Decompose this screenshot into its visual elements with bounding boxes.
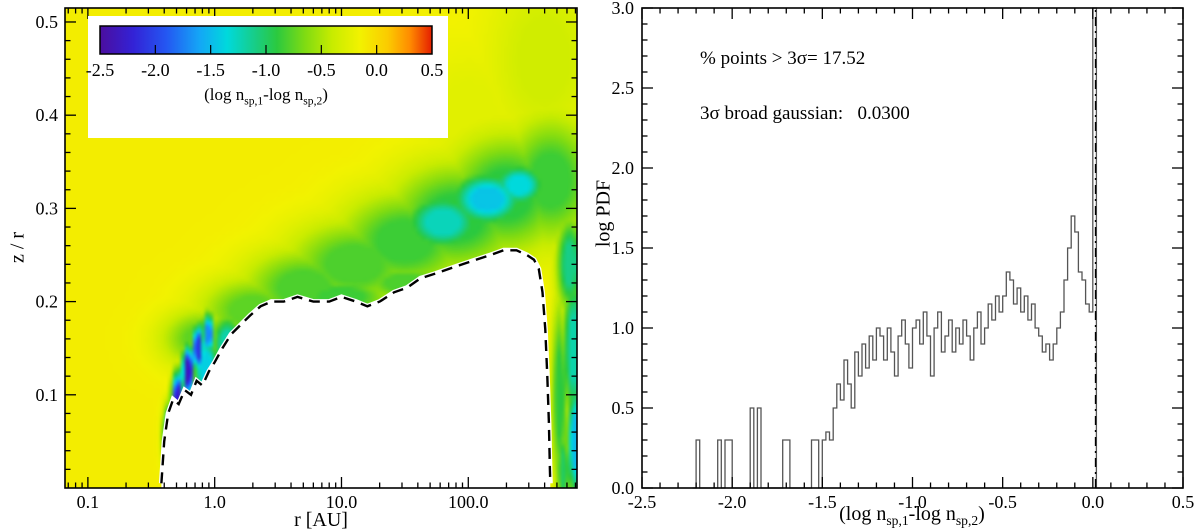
colorbar-label-post: ) (322, 85, 328, 104)
tick-label: 0.1 (77, 492, 100, 512)
colorbar-label-sub1: sp,1 (244, 94, 264, 108)
tick-label: 0.0 (612, 478, 635, 498)
tick-label: 2.0 (612, 158, 635, 178)
tick-label: -2.5 (86, 60, 115, 80)
colorbar-label-pre: (log n (204, 85, 245, 104)
tick-label: 0.0 (365, 60, 388, 80)
tick-label: 2.5 (612, 78, 635, 98)
disk-surface-dashed-line (160, 249, 552, 484)
tick-label: 1.0 (203, 492, 226, 512)
tick-label: 0.5 (36, 12, 59, 32)
tick-label: 0.3 (36, 198, 59, 218)
right-x-axis-label: (log nsp,1-log nsp,2) (762, 503, 1062, 529)
colorbar: -2.5 -2.0 -1.5 -1.0 -0.5 0.0 0.5 (86, 16, 448, 138)
tick-label: 0.5 (421, 60, 444, 80)
right-xlabel-post: ) (978, 503, 985, 525)
tick-label: 0.4 (36, 105, 59, 125)
tick-label: 1.0 (612, 318, 635, 338)
histogram-path (692, 7, 1100, 489)
colorbar-label-mid: -log n (263, 85, 304, 104)
right-axes: -2.5 -2.0 -1.5 -1.0 -0.5 0.0 0.5 0.0 0.5 1.0 1.5 2.… (612, 0, 1195, 512)
tick-label: -1.0 (252, 60, 281, 80)
right-xlabel-sub1: sp,1 (886, 513, 909, 528)
right-xlabel-sub2: sp,2 (955, 513, 979, 528)
masked-region (161, 250, 551, 488)
annotation-broad-gaussian: 3σ broad gaussian: 0.0300 (700, 103, 910, 124)
tick-label: -1.5 (808, 492, 837, 512)
tick-label: -0.5 (307, 60, 336, 80)
tick-label: 0.2 (36, 292, 59, 312)
tick-label: 0.0 (1082, 492, 1105, 512)
tick-label: -0.5 (988, 492, 1017, 512)
tick-label: 100.0 (448, 492, 489, 512)
tick-label: -1.5 (196, 60, 225, 80)
tick-label: -2.5 (628, 492, 657, 512)
tick-label: 1.5 (612, 238, 635, 258)
tick-label: 0.5 (612, 398, 635, 418)
tick-label: 3.0 (612, 0, 635, 18)
right-xlabel-mid: -log n (908, 503, 956, 525)
colorbar-label-sub2: sp,2 (303, 94, 323, 108)
tick-label: -2.0 (141, 60, 170, 80)
right-xlabel-pre: (log n (839, 503, 887, 525)
left-y-axis-label: z / r (6, 231, 29, 264)
tick-label: -1.0 (898, 492, 927, 512)
colorbar-label: (log nsp,1-log nsp,2) (128, 85, 404, 107)
left-x-axis-label: r [AU] (294, 509, 348, 530)
tick-label: 10.0 (326, 492, 358, 512)
tick-label: 0.1 (36, 385, 59, 405)
tick-label: 0.5 (1172, 492, 1195, 512)
right-y-axis-label: log PDF (592, 179, 615, 248)
annotation-percent-points: % points > 3σ= 17.52 (700, 48, 866, 69)
left-axes: 0.1 1.0 10.0 100.0 0.1 0.2 0.3 0.4 0.5 (36, 7, 578, 512)
tick-label: -2.0 (718, 492, 747, 512)
